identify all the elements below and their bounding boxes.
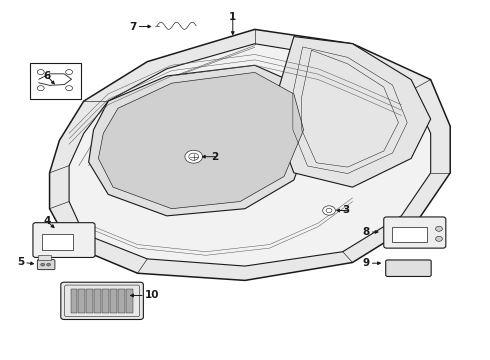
Polygon shape bbox=[49, 30, 450, 280]
Text: 2: 2 bbox=[211, 152, 218, 162]
Bar bbox=[38, 255, 50, 260]
Polygon shape bbox=[69, 44, 431, 266]
Circle shape bbox=[436, 226, 442, 231]
Text: 10: 10 bbox=[145, 291, 159, 301]
Text: 8: 8 bbox=[362, 227, 369, 237]
Bar bbox=[42, 234, 74, 250]
FancyBboxPatch shape bbox=[37, 260, 55, 270]
Text: 3: 3 bbox=[343, 206, 350, 216]
Bar bbox=[102, 289, 109, 313]
FancyBboxPatch shape bbox=[33, 223, 95, 257]
Bar bbox=[126, 289, 133, 313]
Bar bbox=[392, 226, 427, 242]
Bar bbox=[94, 289, 101, 313]
Bar bbox=[110, 289, 117, 313]
Bar bbox=[71, 289, 77, 313]
Bar bbox=[30, 63, 81, 99]
Text: 7: 7 bbox=[129, 22, 137, 32]
Text: 9: 9 bbox=[363, 258, 369, 268]
FancyBboxPatch shape bbox=[384, 217, 446, 248]
Polygon shape bbox=[98, 72, 304, 209]
Circle shape bbox=[323, 206, 335, 215]
Bar bbox=[118, 289, 125, 313]
Circle shape bbox=[47, 263, 50, 266]
Circle shape bbox=[41, 263, 45, 266]
Polygon shape bbox=[279, 37, 431, 187]
Circle shape bbox=[436, 236, 442, 241]
Bar bbox=[86, 289, 93, 313]
Text: 6: 6 bbox=[44, 71, 51, 81]
Text: 4: 4 bbox=[44, 216, 51, 226]
Text: 1: 1 bbox=[229, 12, 236, 22]
Bar bbox=[78, 289, 85, 313]
FancyBboxPatch shape bbox=[386, 260, 431, 276]
Polygon shape bbox=[89, 65, 314, 216]
Circle shape bbox=[185, 150, 202, 163]
FancyBboxPatch shape bbox=[61, 282, 144, 319]
Text: 5: 5 bbox=[17, 257, 24, 267]
